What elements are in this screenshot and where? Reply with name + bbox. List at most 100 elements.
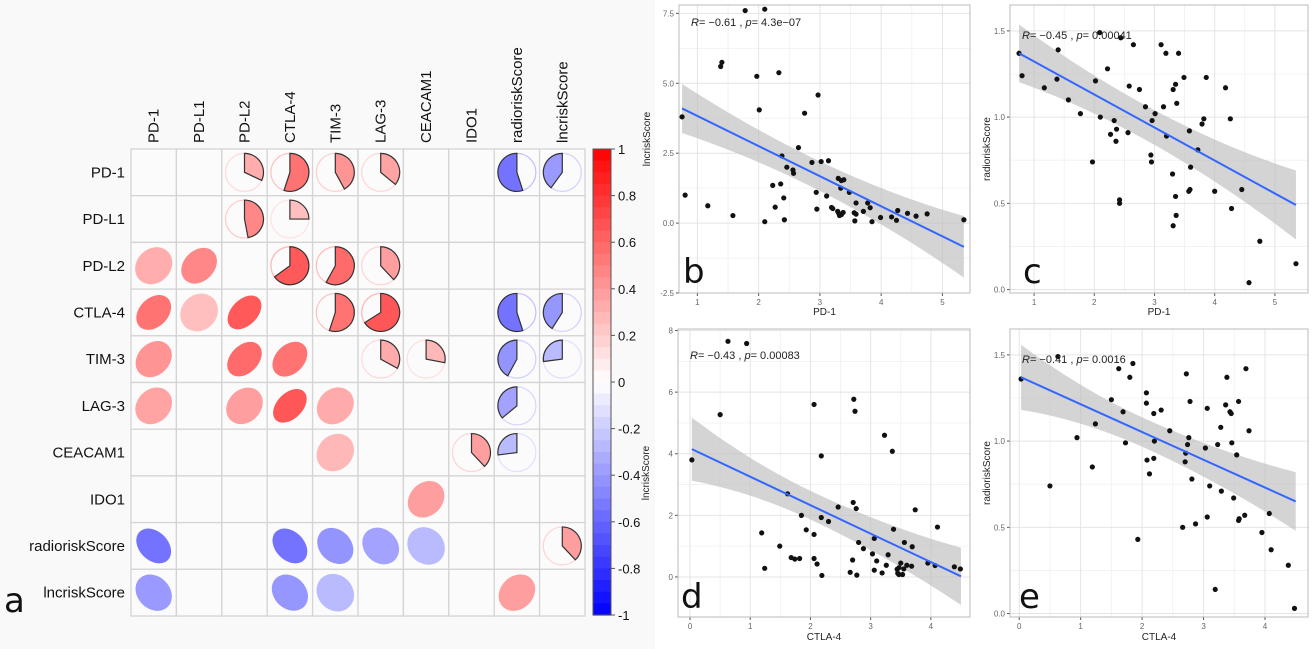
data-point [1055,353,1061,360]
correlation-ellipse [226,387,263,425]
x-tick-label: 1 [748,622,753,631]
data-point [904,562,910,568]
x-tick-label: 0 [688,622,693,631]
regression-line [681,107,965,248]
pie-slice [542,339,563,363]
x-tick-label: 1 [1078,622,1083,631]
y-tick-label: 1.5 [994,27,1006,36]
data-point [865,200,871,206]
data-point [762,6,768,12]
data-point [1229,440,1235,446]
matrix-cell [402,288,450,337]
matrix-cell [448,335,495,384]
data-point [1113,126,1120,132]
data-point [1257,238,1263,244]
correlation-ellipse [136,295,172,330]
data-point [1108,397,1114,403]
x-axis-title: CTLA-4 [807,632,842,643]
x-tick-label: 0 [1017,622,1022,631]
colorbar-segment [593,207,611,220]
data-point [1097,114,1103,120]
correlation-ellipse [136,528,172,564]
matrix-cell [538,568,586,617]
column-label: radioriskScore [509,47,526,143]
data-point [679,114,685,120]
column-label: TIM-3 [327,104,344,143]
data-point [762,565,768,571]
colorbar-tick-label: 1 [618,142,625,157]
data-point [1127,374,1133,380]
x-tick-label: 3 [1152,298,1157,307]
data-point [1097,29,1103,36]
matrix-cell [357,195,405,244]
matrix-cell [493,521,541,570]
matrix-cell [538,381,586,430]
annotation-p-value: = 0.0016 [1083,354,1126,366]
pie-slice [497,292,524,333]
pie-slice [497,386,518,419]
data-point [792,556,798,562]
scatter-panel-c: 1 2 3 4 5 0.0 0.5 1.0 1.5 R= −0.45 , p= 0.00041 PD… [982,4,1309,318]
colorbar-segment [593,218,611,232]
correlation-ellipse [316,433,355,472]
data-point [1246,280,1252,286]
data-point [961,217,967,223]
pie-slice [497,432,518,456]
data-point [1180,524,1186,530]
matrix-cell [448,288,495,337]
colorbar-tick-label: -1 [618,608,630,623]
data-point [825,518,832,525]
matrix-cell [357,428,405,477]
x-tick-label: 4 [1212,298,1217,307]
data-point [1125,130,1131,136]
y-tick-label: 0.5 [994,199,1006,208]
correlation-annotation: R= −0.43 , p= 0.00083 [690,350,800,362]
colorbar-segment [593,149,611,162]
data-point [890,526,897,532]
data-point [1158,407,1164,413]
data-point [742,7,748,14]
pie-slice [363,292,401,333]
colorbar-segment [593,183,611,197]
data-point [1135,536,1141,542]
correlation-ellipse [407,480,445,518]
pie-slice [497,339,518,377]
data-point [869,219,875,225]
data-point [1126,83,1132,89]
data-point [1236,516,1242,522]
data-point [860,546,867,552]
data-point [1148,152,1154,158]
data-point [756,107,762,113]
annotation-r-label: R [1022,354,1030,366]
colorbar-segment [593,312,611,325]
colorbar-segment [593,416,611,430]
correlation-ellipse [135,247,173,285]
data-point [1151,455,1157,461]
panel-letter-c: c [1023,252,1042,292]
data-point [1122,440,1129,446]
colorbar-segment [593,253,611,267]
y-tick-label: 5.0 [663,79,675,88]
data-point [850,499,856,506]
colorbar-segment [593,160,611,173]
data-point [860,208,867,214]
data-point [1212,188,1218,194]
pie-slice [283,152,310,192]
x-axis-title: CTLA-4 [1142,632,1177,643]
matrix-cell [130,148,178,197]
data-point [813,189,819,195]
matrix-cell [402,428,450,477]
confidence-band [1021,344,1296,531]
row-label: IDO1 [90,491,125,508]
matrix-cell [402,381,450,430]
colorbar-segment [593,393,611,406]
data-point [1212,586,1218,593]
data-point [1243,366,1249,372]
row-label: PD-L2 [82,258,125,275]
data-point [881,432,888,438]
data-point [1118,35,1124,41]
data-point [830,205,836,212]
data-point [1170,86,1176,93]
data-point [852,408,858,414]
